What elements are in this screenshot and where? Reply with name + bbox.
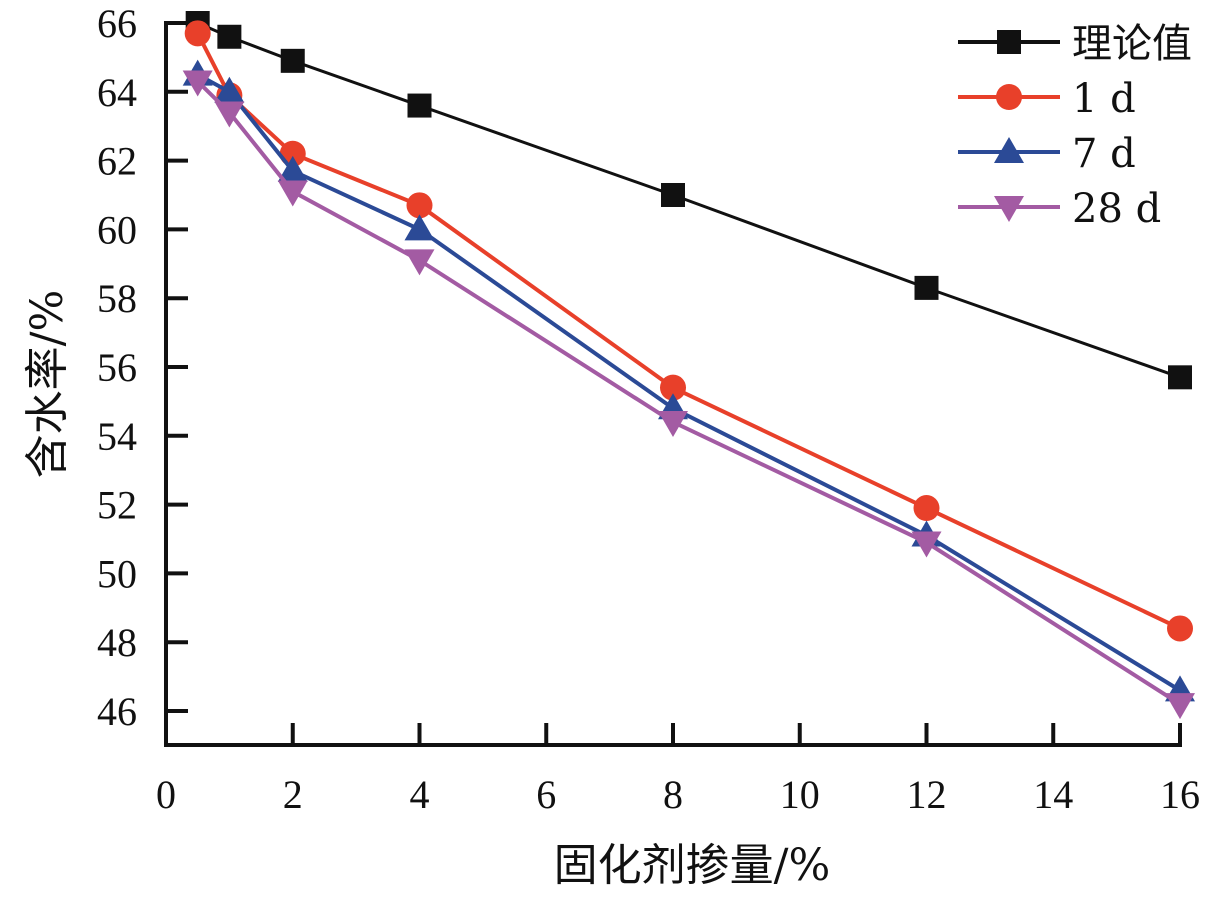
data-point	[658, 411, 688, 438]
data-point	[661, 183, 685, 207]
series-line	[196, 72, 1182, 693]
legend-item: 理论值	[958, 21, 1192, 67]
series-2	[182, 59, 1195, 702]
x-tick-label: 16	[1160, 772, 1200, 817]
data-point	[404, 214, 435, 241]
y-tick-label: 56	[97, 345, 137, 390]
data-point	[280, 48, 305, 73]
legend-marker	[994, 196, 1024, 222]
y-tick-label: 66	[97, 1, 137, 46]
x-ticks: 0 2 4 6 8 10 12 14 16	[156, 723, 1200, 817]
legend: 理论值 1 d 7 d 28 d	[958, 21, 1192, 232]
series-line	[197, 21, 1181, 379]
data-point	[182, 70, 213, 97]
series-1	[184, 20, 1193, 642]
data-point	[277, 155, 308, 182]
x-tick-label: 4	[410, 772, 430, 817]
x-tick-label: 12	[907, 772, 947, 817]
y-tick-label: 58	[97, 276, 137, 321]
y-axis-title: 含水率/%	[22, 290, 73, 479]
legend-marker	[996, 84, 1022, 110]
data-point	[184, 20, 211, 47]
data-point	[217, 24, 242, 49]
y-tick-label: 60	[97, 207, 137, 252]
y-tick-label: 62	[97, 139, 137, 184]
legend-label: 7 d	[1072, 131, 1136, 177]
data-point	[1168, 365, 1192, 390]
legend-label: 28 d	[1072, 186, 1161, 232]
legend-marker	[997, 30, 1021, 54]
x-tick-label: 10	[780, 772, 820, 817]
x-tick-label: 8	[663, 772, 683, 817]
legend-label: 理论值	[1072, 21, 1192, 67]
data-point	[1165, 693, 1195, 720]
data-point	[407, 93, 432, 118]
y-tick-label: 64	[97, 70, 137, 115]
legend-item: 28 d	[958, 186, 1161, 232]
y-tick-label: 52	[97, 483, 137, 528]
y-tick-label: 46	[97, 689, 137, 734]
legend-item: 1 d	[958, 76, 1136, 122]
y-ticks: 46 48 50 52 54 56 58 60 62 64 66	[97, 1, 188, 734]
x-tick-label: 6	[536, 772, 556, 817]
series-0	[185, 11, 1192, 390]
data-point	[911, 531, 942, 558]
data-point	[913, 495, 940, 522]
series-3	[182, 70, 1195, 720]
data-point	[660, 374, 686, 401]
data-point	[406, 192, 433, 219]
legend-marker	[994, 137, 1024, 163]
data-point	[404, 249, 435, 276]
series-line	[195, 32, 1181, 631]
x-tick-label: 2	[283, 772, 303, 817]
legend-item: 7 d	[958, 131, 1136, 177]
y-tick-label: 48	[97, 620, 137, 665]
y-tick-label: 54	[97, 414, 137, 459]
legend-label: 1 d	[1072, 76, 1136, 122]
x-tick-label: 0	[156, 772, 176, 817]
data-point	[1167, 615, 1193, 642]
series-layer	[182, 11, 1195, 720]
x-tick-label: 14	[1033, 772, 1073, 817]
x-axis-title: 固化剂掺量/%	[554, 840, 831, 891]
data-point	[214, 101, 245, 128]
data-point	[214, 76, 245, 103]
data-point	[914, 275, 939, 300]
data-point	[277, 180, 308, 207]
y-tick-label: 50	[97, 551, 137, 596]
